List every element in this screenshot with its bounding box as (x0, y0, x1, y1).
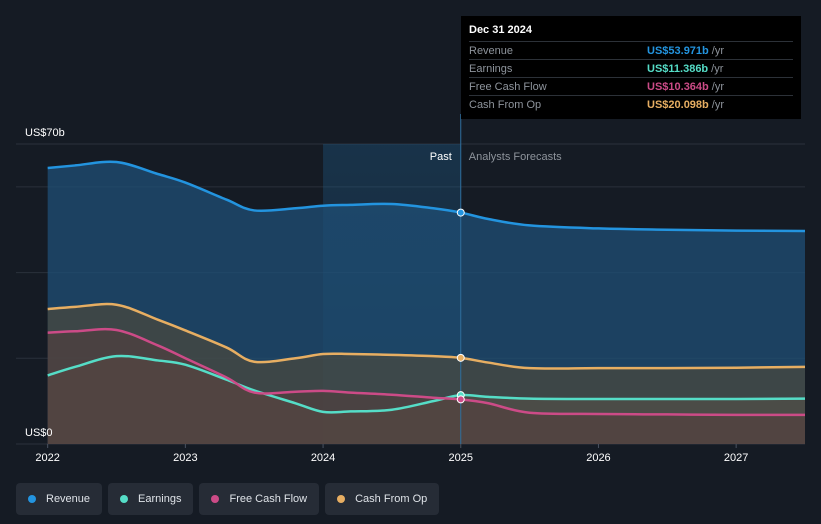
x-tick-label: 2026 (586, 452, 610, 464)
x-tick-label: 2025 (449, 452, 473, 464)
chart-canvas: Past Analysts Forecasts US$70b US$0 2022… (16, 114, 806, 464)
tooltip: Dec 31 2024 Revenue US$53.971b /yr Earni… (461, 16, 801, 119)
tooltip-value: US$53.971b (647, 44, 709, 57)
legend-item-cash-from-op[interactable]: Cash From Op (325, 483, 440, 515)
tooltip-label: Cash From Op (469, 98, 542, 111)
revenue-point (456, 208, 465, 217)
x-tick-label: 2022 (35, 452, 59, 464)
tooltip-value: US$11.386b (647, 62, 709, 75)
legend-label: Earnings (138, 493, 182, 505)
revenue-dot-icon (28, 495, 36, 503)
cash-from-op-area (47, 304, 805, 444)
past-label: Past (430, 151, 452, 163)
free-cash-flow-dot-icon (211, 495, 220, 503)
earnings-line (47, 354, 806, 414)
revenue-line (47, 160, 806, 233)
legend-label: Revenue (46, 493, 91, 505)
forecast-label: Analysts Forecasts (469, 151, 562, 163)
legend-item-free-cash-flow[interactable]: Free Cash Flow (199, 483, 320, 515)
cash-from-op-dot-icon (337, 495, 346, 503)
free-cash-flow-point (456, 395, 465, 404)
tooltip-date: Dec 31 2024 (469, 24, 532, 36)
legend-item-revenue[interactable]: Revenue (16, 483, 103, 515)
tooltip-row-free-cash-flow: Free Cash Flow US$10.364b /yr (469, 77, 793, 95)
tooltip-value: US$10.364b (647, 80, 709, 93)
tooltip-label: Earnings (469, 62, 513, 75)
legend-item-earnings[interactable]: Earnings (108, 483, 194, 515)
legend-label: Cash From Op (355, 493, 428, 505)
cash-from-op-point (456, 353, 465, 362)
tooltip-unit: /yr (711, 44, 724, 57)
x-tick-label: 2023 (173, 452, 197, 464)
x-tick-label: 2024 (311, 452, 335, 464)
legend-label: Free Cash Flow (229, 493, 308, 505)
tooltip-row-revenue: Revenue US$53.971b /yr (469, 41, 793, 59)
tooltip-label: Free Cash Flow (469, 80, 547, 93)
x-tick-label: 2027 (724, 452, 748, 464)
tooltip-label: Revenue (469, 44, 514, 57)
y-axis-max-label: US$70b (25, 127, 65, 139)
tooltip-unit: /yr (711, 62, 724, 75)
tooltip-row-earnings: Earnings US$11.386b /yr (469, 59, 793, 77)
tooltip-row-cash-from-op: Cash From Op US$20.098b /yr (469, 95, 793, 113)
y-axis-min-label: US$0 (25, 427, 53, 439)
legend: Revenue Earnings Free Cash Flow Cash Fro… (16, 483, 440, 515)
tooltip-unit: /yr (711, 80, 724, 93)
cash-from-op-line (47, 302, 806, 370)
tooltip-unit: /yr (711, 98, 724, 111)
earnings-dot-icon (120, 495, 129, 503)
tooltip-value: US$20.098b (647, 98, 709, 111)
free-cash-flow-line (47, 327, 806, 417)
